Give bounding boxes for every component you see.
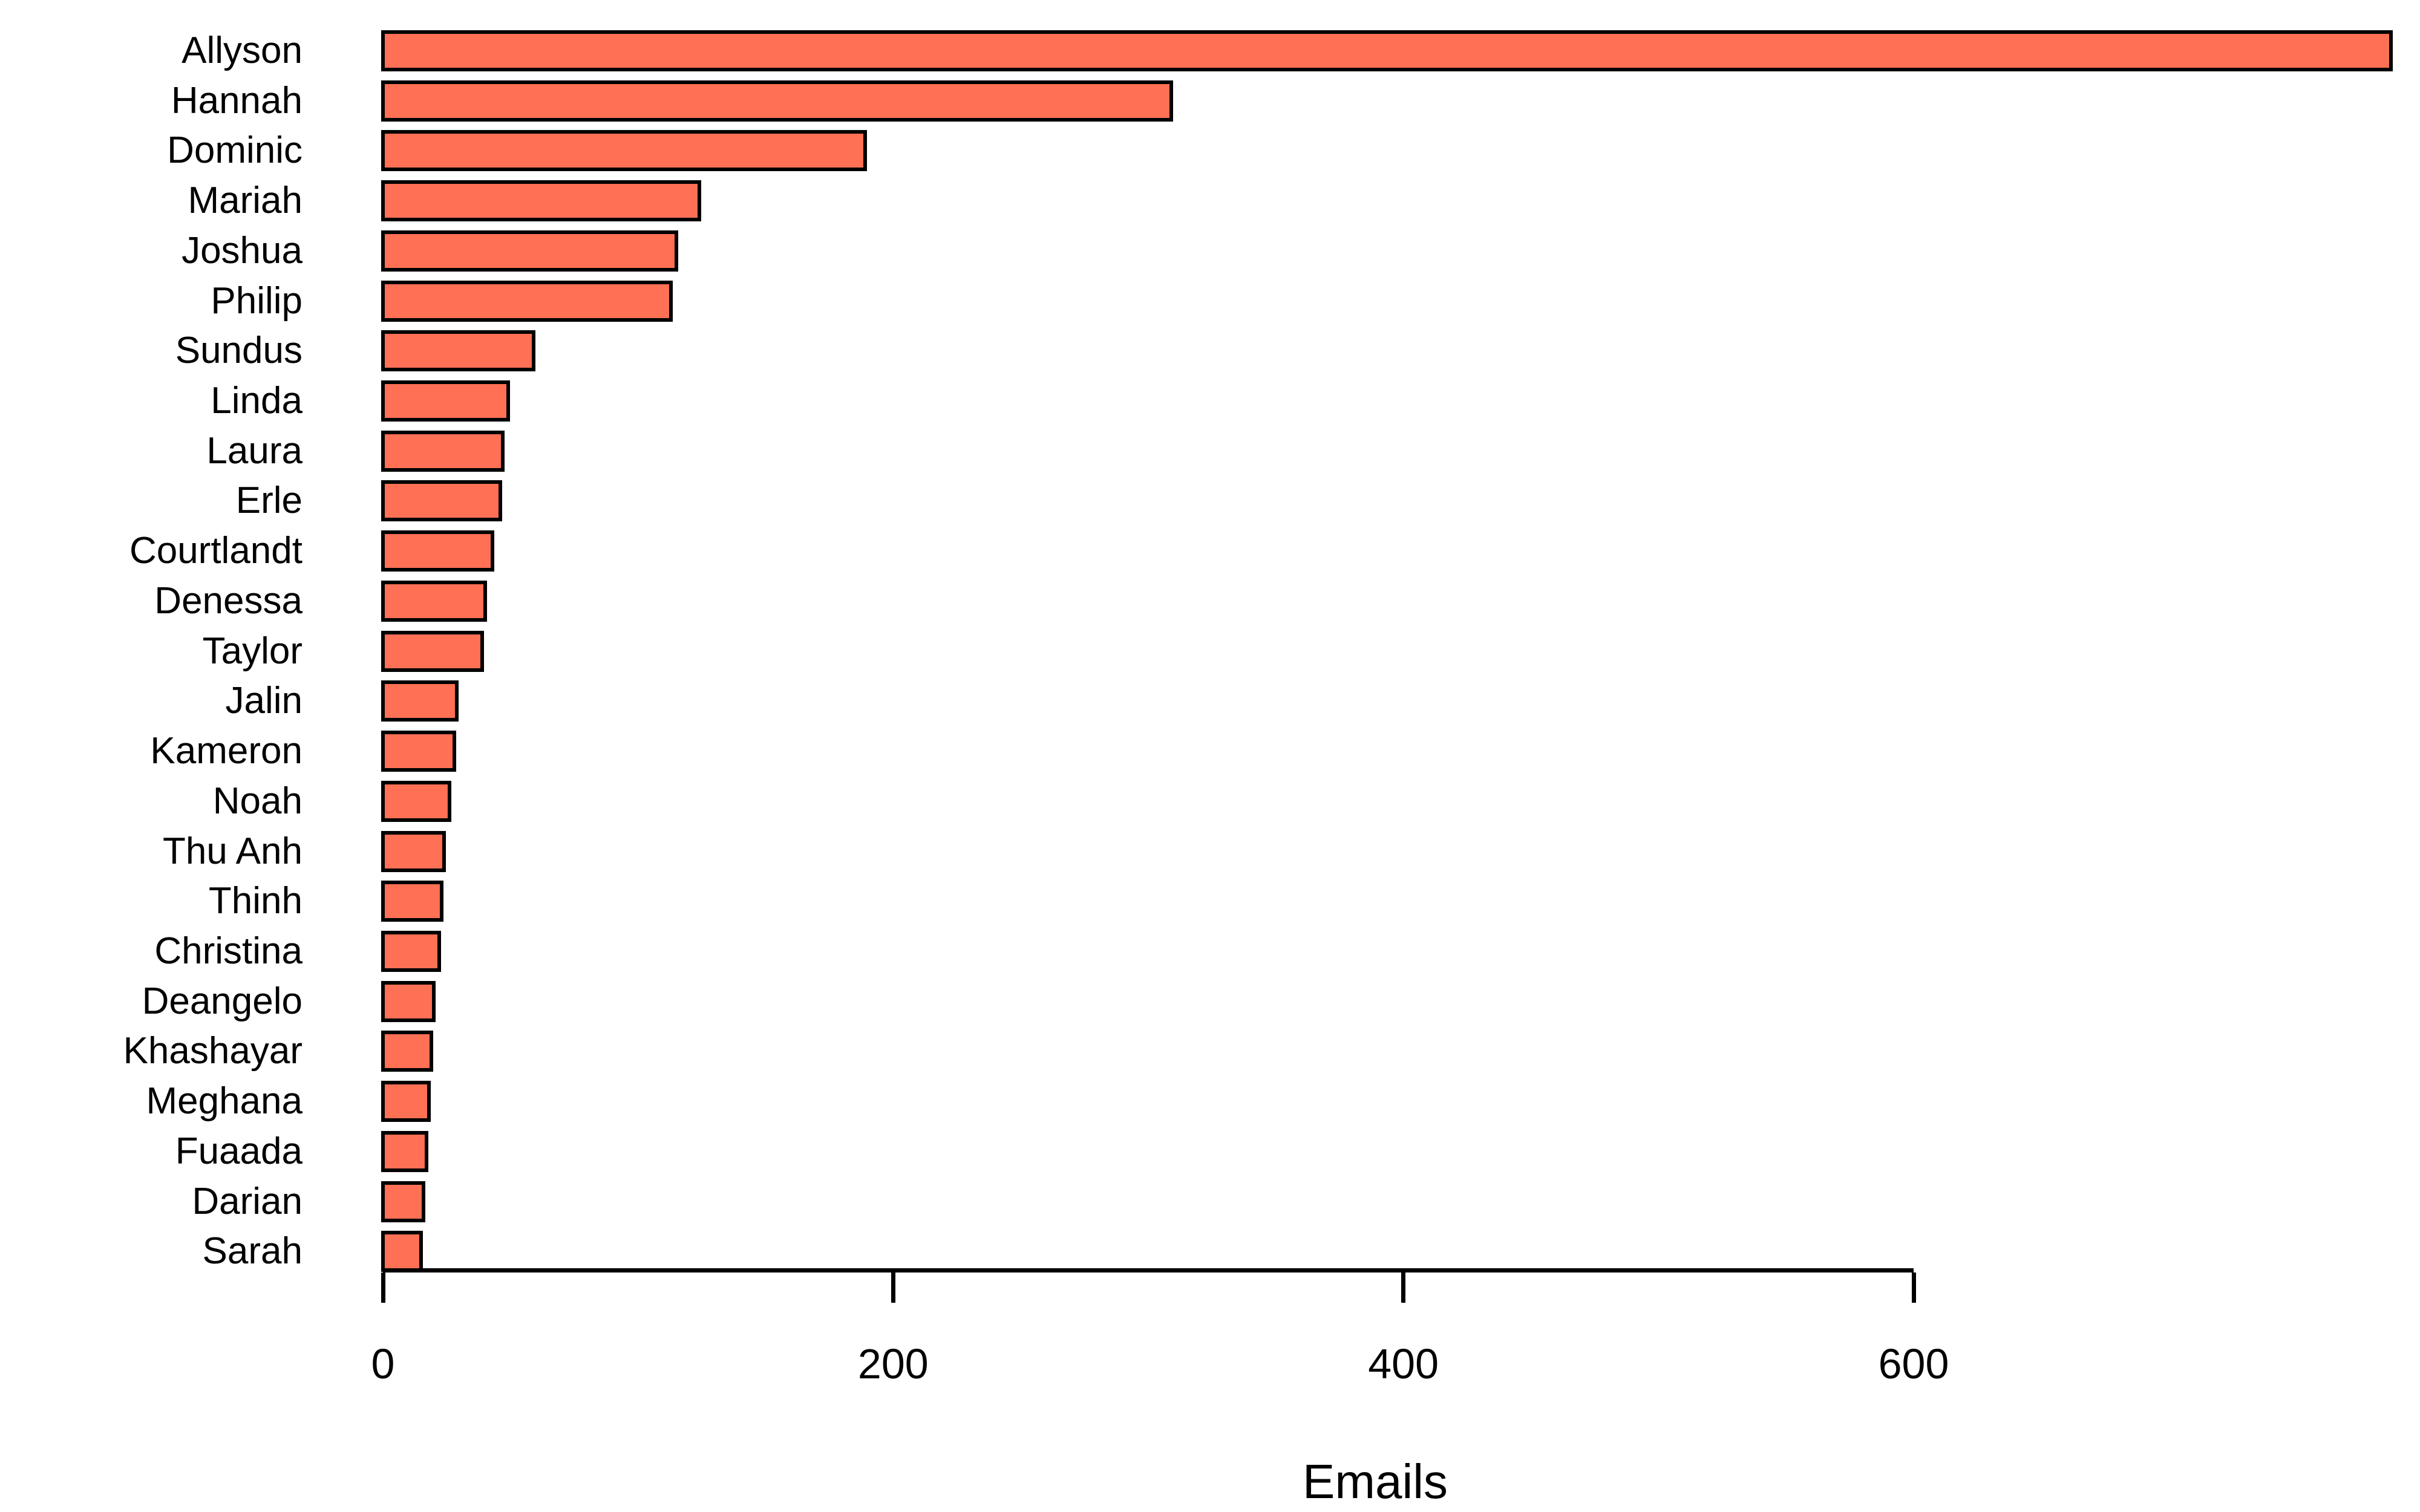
bar — [381, 180, 701, 222]
bar — [381, 30, 2393, 71]
category-label: Darian — [192, 1180, 302, 1222]
category-label: Denessa — [154, 579, 302, 622]
bar — [381, 780, 451, 822]
category-label: Linda — [211, 380, 302, 422]
x-axis-title: Emails — [1302, 1455, 1448, 1508]
bar — [381, 1231, 423, 1272]
category-label: Sarah — [202, 1230, 302, 1272]
bar — [381, 680, 459, 722]
x-tick — [1401, 1272, 1406, 1303]
bar — [381, 530, 494, 572]
category-label: Jalin — [225, 680, 302, 722]
category-label: Laura — [206, 429, 302, 472]
bar — [381, 881, 443, 922]
bar — [381, 230, 678, 272]
bar — [381, 330, 535, 372]
x-axis-line — [383, 1268, 1914, 1272]
bar — [381, 830, 446, 872]
bar — [381, 480, 502, 522]
bar — [381, 731, 456, 772]
category-label: Taylor — [202, 630, 302, 672]
category-label: Meghana — [146, 1080, 302, 1123]
bar — [381, 630, 484, 672]
bar — [381, 130, 867, 172]
category-label: Christina — [154, 930, 302, 972]
category-label: Sundus — [175, 330, 302, 372]
category-label: Khashayar — [123, 1030, 302, 1072]
x-tick-label: 200 — [857, 1340, 929, 1387]
bar — [381, 1181, 425, 1222]
category-label: Thinh — [208, 880, 302, 922]
bar — [381, 280, 673, 322]
category-label: Hannah — [171, 79, 302, 122]
bar — [381, 1031, 433, 1072]
category-label: Allyson — [182, 30, 302, 71]
bar — [381, 1081, 431, 1123]
bar — [381, 930, 441, 972]
category-label: Courtlandt — [129, 530, 302, 572]
category-label: Philip — [211, 279, 302, 322]
category-label: Kameron — [150, 730, 302, 772]
bar — [381, 1130, 428, 1172]
category-label: Joshua — [182, 229, 302, 272]
bar — [381, 580, 487, 622]
x-tick-label: 0 — [371, 1340, 395, 1387]
category-label: Mariah — [188, 180, 302, 222]
x-tick — [1911, 1272, 1916, 1303]
bar — [381, 80, 1173, 122]
category-label: Noah — [212, 780, 302, 822]
category-label: Erle — [235, 480, 302, 522]
category-label: Thu Anh — [163, 830, 302, 872]
x-tick-label: 600 — [1878, 1340, 1949, 1387]
x-tick — [381, 1272, 385, 1303]
bar — [381, 980, 436, 1022]
x-tick-label: 400 — [1368, 1340, 1439, 1387]
category-label: Deangelo — [142, 980, 302, 1022]
category-label: Fuaada — [175, 1130, 302, 1172]
x-tick — [891, 1272, 895, 1303]
bar — [381, 380, 510, 422]
bar — [381, 430, 505, 472]
category-label: Dominic — [167, 129, 302, 172]
